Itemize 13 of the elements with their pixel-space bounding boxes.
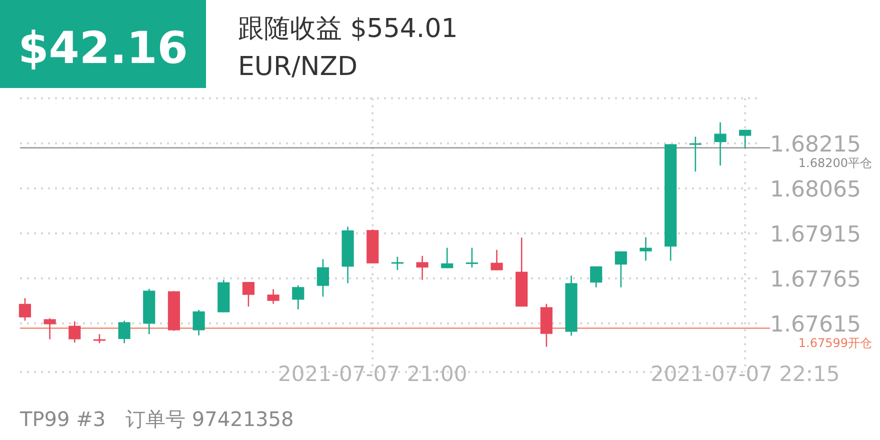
text: TP99 #3 订单号 97421358 [19,407,294,431]
x-tick-label: 2021-07-07 22:15 [650,362,840,386]
x-tick-label: 2021-07-07 21:00 [278,362,468,386]
y-tick-label: 1.68065 [770,177,861,202]
text: EUR/NZD [238,52,358,82]
y-tick-label: 1.68215 [770,132,861,158]
ref-line-label: 1.68200平仓 [798,156,872,170]
chart-subtitle: 跟随收益 $554.01 [238,14,458,44]
chart-title: $42.16 [18,23,188,74]
y-tick-label: 1.67615 [770,312,861,338]
ref-line-label: 1.67599开仓 [798,336,872,350]
y-tick-label: 1.67915 [770,222,861,248]
y-tick-label: 1.67765 [770,267,861,292]
